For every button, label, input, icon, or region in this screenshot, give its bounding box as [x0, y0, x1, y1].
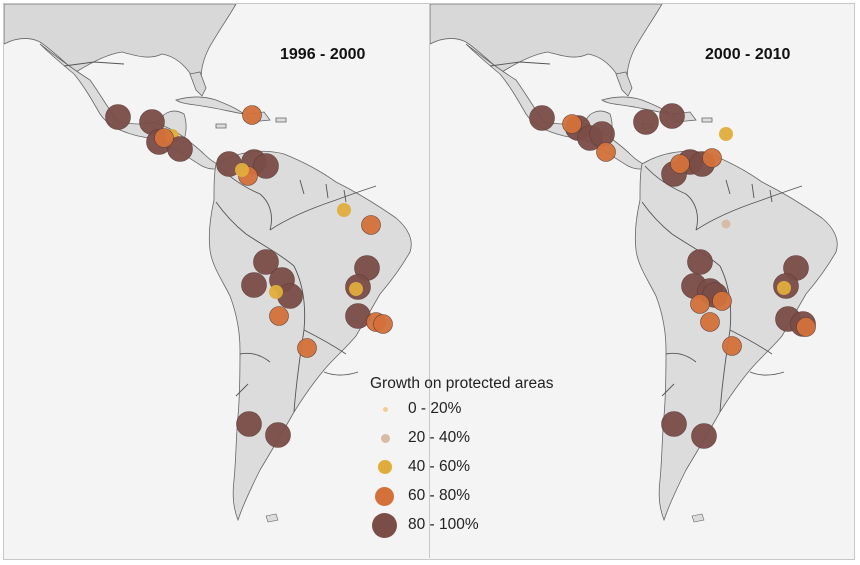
country-border: [644, 165, 698, 231]
growth-marker: [253, 249, 279, 275]
growth-marker: [777, 281, 791, 295]
legend-label: 40 - 60%: [408, 458, 471, 475]
growth-marker: [269, 306, 289, 326]
legend-item: 0 - 20%: [370, 396, 590, 425]
legend-item: 80 - 100%: [370, 512, 590, 541]
growth-marker: [596, 142, 616, 162]
legend-item: 60 - 80%: [370, 483, 590, 512]
country-border: [695, 185, 803, 231]
growth-marker: [562, 114, 582, 134]
north-america-landmass: [4, 4, 237, 85]
growth-marker: [690, 294, 710, 314]
legend-title: Growth on protected areas: [370, 375, 554, 392]
country-border: [325, 183, 329, 199]
legend-label: 60 - 80%: [408, 487, 471, 504]
growth-marker: [702, 148, 722, 168]
legend-label: 0 - 20%: [408, 400, 462, 417]
country-border: [235, 383, 249, 397]
growth-marker: [691, 423, 717, 449]
country-border: [729, 329, 773, 355]
growth-marker: [167, 136, 193, 162]
north-america-landmass: [430, 4, 663, 85]
growth-marker: [796, 317, 816, 337]
legend-swatch: [381, 434, 390, 443]
legend-label: 20 - 40%: [408, 429, 471, 446]
growth-marker: [719, 127, 733, 141]
period-title: 1996 - 2000: [280, 46, 366, 63]
growth-marker: [154, 128, 174, 148]
country-border: [641, 201, 673, 235]
puerto-rico-landmass: [701, 117, 713, 123]
legend-item: 40 - 60%: [370, 454, 590, 483]
florida-landmass: [615, 71, 633, 97]
map-panel-1996-2000: 1996 - 2000: [4, 4, 427, 558]
growth-marker: [589, 121, 615, 147]
country-border: [303, 329, 347, 355]
growth-marker: [659, 103, 685, 129]
legend-label: 80 - 100%: [408, 516, 479, 533]
map-1996-2000: [4, 4, 427, 558]
country-border: [323, 371, 359, 376]
country-border: [489, 61, 551, 67]
country-border: [751, 183, 755, 199]
growth-marker: [297, 338, 317, 358]
country-border: [343, 189, 347, 203]
growth-marker: [529, 105, 555, 131]
growth-marker: [361, 215, 381, 235]
florida-landmass: [189, 71, 207, 97]
growth-marker: [242, 105, 262, 125]
growth-marker: [337, 203, 351, 217]
legend-swatch: [378, 460, 392, 474]
growth-marker: [265, 422, 291, 448]
country-border: [218, 165, 272, 231]
growth-marker: [670, 154, 690, 174]
growth-marker: [253, 153, 279, 179]
growth-marker: [712, 291, 732, 311]
growth-marker: [700, 312, 720, 332]
growth-marker: [661, 411, 687, 437]
growth-marker: [241, 272, 267, 298]
country-border: [661, 383, 675, 397]
growth-marker: [687, 249, 713, 275]
growth-marker: [236, 411, 262, 437]
country-border: [215, 201, 247, 235]
growth-marker: [633, 109, 659, 135]
falkland-islands: [265, 513, 279, 523]
country-border: [239, 352, 271, 363]
growth-marker: [269, 285, 283, 299]
map-2000-2010: [430, 4, 853, 558]
period-title: 2000 - 2010: [705, 46, 791, 63]
growth-marker: [105, 104, 131, 130]
growth-marker: [722, 336, 742, 356]
jamaica-landmass: [215, 123, 227, 129]
growth-marker: [235, 163, 249, 177]
legend-swatch: [375, 487, 394, 506]
legend-swatch: [383, 407, 388, 412]
country-border: [245, 233, 295, 267]
country-border: [299, 179, 305, 195]
country-border: [665, 352, 697, 363]
legend: Growth on protected areas 0 - 20% 20 - 4…: [370, 375, 590, 541]
falkland-islands: [691, 513, 705, 523]
country-border: [269, 185, 377, 231]
growth-marker: [349, 282, 363, 296]
country-border: [769, 189, 773, 203]
legend-swatch: [372, 513, 397, 538]
growth-marker: [373, 314, 393, 334]
country-border: [63, 61, 125, 67]
country-border: [749, 371, 785, 376]
legend-item: 20 - 40%: [370, 425, 590, 454]
growth-marker: [721, 219, 731, 229]
puerto-rico-landmass: [275, 117, 287, 123]
country-border: [725, 179, 731, 195]
map-panel-2000-2010: 2000 - 2010: [429, 4, 853, 558]
